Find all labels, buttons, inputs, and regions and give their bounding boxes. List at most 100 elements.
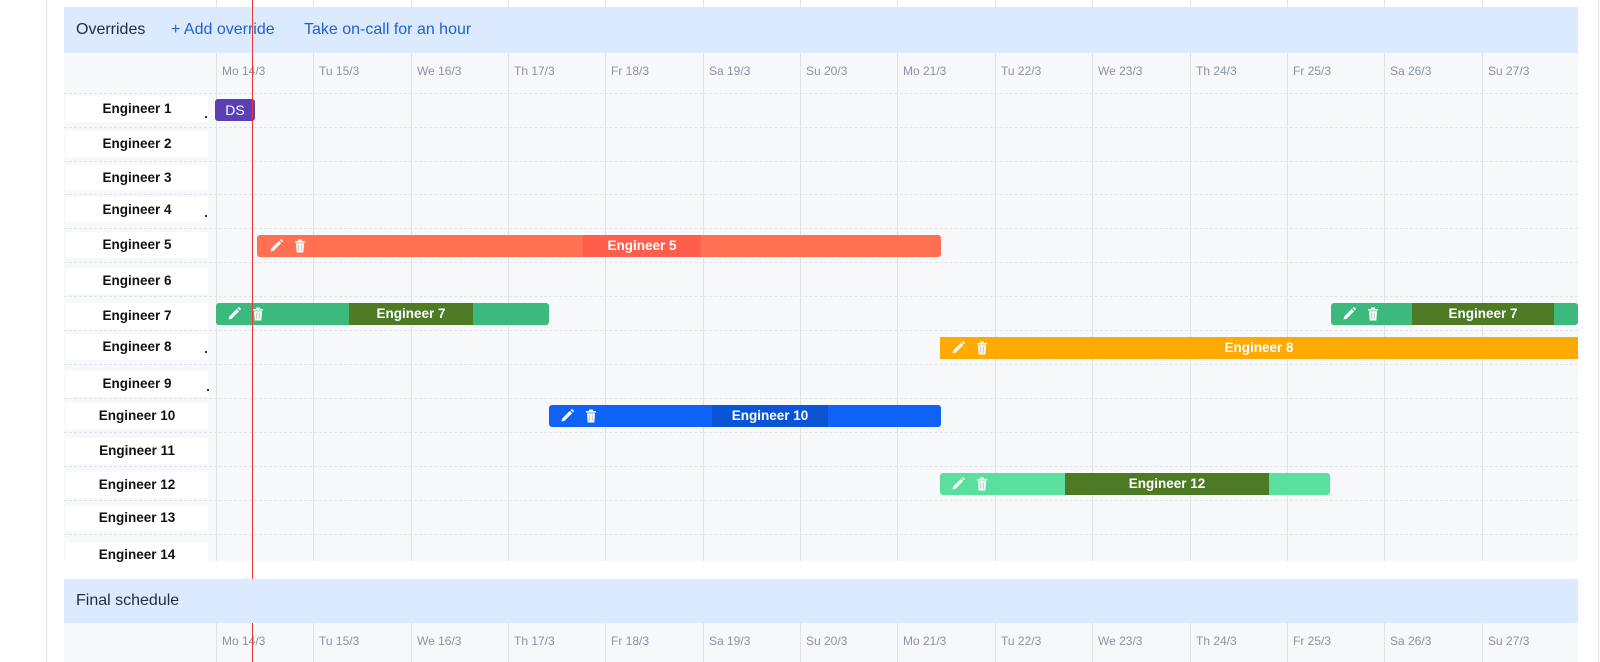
day-label: Th 24/3 (1196, 64, 1237, 78)
row-separator (64, 161, 1578, 162)
override-bar[interactable]: Engineer 8 (940, 337, 1578, 359)
final-schedule-timeline (64, 623, 1578, 662)
day-gridline-top (411, 0, 412, 7)
day-label: Tu 15/3 (319, 64, 360, 78)
day-gridline (1287, 623, 1288, 662)
day-label: Su 27/3 (1488, 634, 1530, 648)
engineer-row-label: Engineer 12 (66, 472, 208, 498)
day-gridline-top (216, 0, 217, 7)
override-bar[interactable]: Engineer 7 (216, 303, 549, 325)
day-gridline (897, 53, 898, 561)
overrides-title: Overrides (76, 21, 146, 38)
day-label: Sa 19/3 (709, 634, 751, 648)
day-gridline (411, 623, 412, 662)
pencil-icon[interactable] (950, 340, 966, 356)
engineer-row-label: Engineer 5 (66, 232, 208, 258)
row-separator (64, 296, 1578, 297)
day-label: Tu 22/3 (1001, 634, 1042, 648)
engineer-row-label: Engineer 6 (66, 268, 208, 294)
day-label: Su 20/3 (806, 634, 848, 648)
row-separator (64, 262, 1578, 263)
trash-icon[interactable] (974, 340, 990, 356)
trash-icon[interactable] (974, 476, 990, 492)
override-bar[interactable]: Engineer 10 (549, 405, 941, 427)
trash-icon[interactable] (1365, 306, 1381, 322)
override-bar-label: Engineer 8 (1224, 340, 1294, 355)
day-gridline-top (703, 0, 704, 7)
trash-icon[interactable] (292, 238, 308, 254)
day-gridline (1092, 623, 1093, 662)
day-gridline-top (1287, 0, 1288, 7)
day-gridline (800, 53, 801, 561)
override-bar-highlight (940, 337, 1578, 359)
override-bar-label: Engineer 5 (607, 238, 677, 253)
override-bar-label: Engineer 7 (376, 306, 446, 321)
day-gridline-top (313, 0, 314, 7)
row-separator (64, 364, 1578, 365)
day-gridline (703, 623, 704, 662)
override-bar-highlight (349, 303, 473, 325)
engineer-row-label: Engineer 9 (66, 371, 208, 397)
day-label: Fr 18/3 (611, 634, 650, 648)
override-bar-highlight (1065, 473, 1269, 495)
day-gridline-top (508, 0, 509, 7)
trash-icon[interactable] (583, 408, 599, 424)
engineer-row-label: Engineer 4 (66, 197, 208, 223)
pencil-icon[interactable] (950, 476, 966, 492)
day-gridline (313, 623, 314, 662)
day-label: Mo 14/3 (222, 634, 266, 648)
day-gridline (605, 53, 606, 561)
day-gridline (216, 623, 217, 662)
day-label: We 23/3 (1098, 634, 1143, 648)
row-marker (207, 389, 209, 391)
pencil-icon[interactable] (1341, 306, 1357, 322)
override-bar[interactable]: Engineer 12 (940, 473, 1330, 495)
override-bar-highlight (712, 405, 828, 427)
row-separator (64, 398, 1578, 399)
page-right-border (1598, 0, 1599, 662)
engineer-row-label: Engineer 10 (66, 403, 208, 429)
engineer-row-label: Engineer 2 (66, 131, 208, 157)
day-gridline (605, 623, 606, 662)
day-gridline-top (1384, 0, 1385, 7)
row-separator (64, 194, 1578, 195)
day-label: Mo 21/3 (903, 634, 947, 648)
row-marker (205, 215, 207, 217)
engineer-row-label: Engineer 8 (66, 334, 208, 360)
engineer-row-label: Engineer 13 (66, 505, 208, 531)
day-label: Fr 25/3 (1293, 634, 1332, 648)
day-gridline (1384, 623, 1385, 662)
current-user-avatar[interactable]: DS (215, 99, 255, 121)
add-override-button[interactable]: + Add override (171, 21, 275, 38)
override-bar[interactable]: Engineer 5 (257, 235, 941, 257)
row-separator (64, 127, 1578, 128)
day-gridline (508, 623, 509, 662)
engineer-row-label: Engineer 11 (66, 438, 208, 464)
engineer-row-label: Engineer 1 (66, 96, 208, 122)
day-gridline (800, 623, 801, 662)
override-bar-highlight (583, 235, 701, 257)
day-gridline (703, 53, 704, 561)
pencil-icon[interactable] (559, 408, 575, 424)
day-gridline (995, 623, 996, 662)
final-schedule-header: Final schedule (64, 579, 1578, 623)
day-label: Th 17/3 (514, 634, 555, 648)
row-marker (205, 351, 207, 353)
day-gridline (1190, 623, 1191, 662)
override-bar[interactable]: Engineer 7 (1331, 303, 1578, 325)
override-bar-label: Engineer 10 (731, 408, 809, 423)
day-label: Th 17/3 (514, 64, 555, 78)
pencil-icon[interactable] (226, 306, 242, 322)
day-label: Th 24/3 (1196, 634, 1237, 648)
pencil-icon[interactable] (268, 238, 284, 254)
day-label: Sa 26/3 (1390, 634, 1432, 648)
engineer-row-label: Engineer 7 (66, 303, 208, 329)
day-gridline (1287, 53, 1288, 561)
current-time-indicator (252, 0, 253, 579)
day-gridline (897, 623, 898, 662)
day-label: We 16/3 (417, 634, 462, 648)
row-separator (64, 500, 1578, 501)
day-label: Su 20/3 (806, 64, 848, 78)
take-oncall-button[interactable]: Take on-call for an hour (304, 21, 472, 38)
trash-icon[interactable] (250, 306, 266, 322)
